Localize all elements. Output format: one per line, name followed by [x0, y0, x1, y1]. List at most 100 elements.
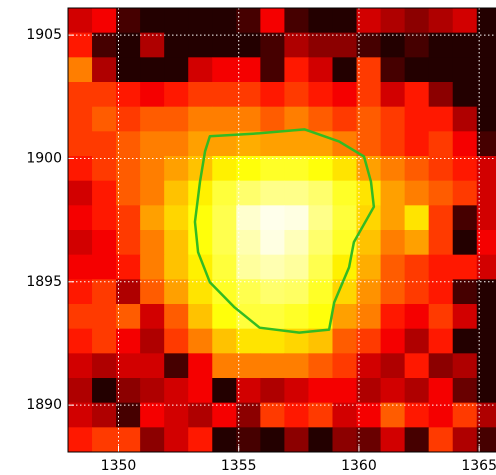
heat-cell: [116, 57, 141, 83]
heat-cell: [332, 328, 358, 354]
heat-cell: [476, 304, 496, 330]
heat-cell: [140, 378, 165, 404]
x-tick-label: 1365: [461, 458, 496, 474]
heat-cell: [380, 427, 406, 452]
heat-cell: [260, 57, 285, 83]
heat-cell: [116, 82, 141, 108]
heat-cell: [356, 378, 382, 404]
heat-cell: [380, 82, 406, 108]
heat-cell: [164, 82, 189, 108]
heat-cell: [236, 57, 261, 83]
heat-cell: [140, 82, 165, 108]
heat-cell: [476, 279, 496, 305]
heat-cell: [308, 427, 333, 452]
heat-cell: [236, 230, 261, 256]
heat-cell: [140, 304, 165, 330]
heat-cell: [356, 106, 382, 132]
heat-cell: [92, 57, 117, 83]
heat-cell: [188, 304, 213, 330]
heat-cell: [476, 353, 496, 379]
heat-cell: [428, 131, 454, 157]
heat-cell: [164, 131, 189, 157]
heat-cell: [260, 180, 285, 206]
heat-cell: [452, 57, 478, 83]
y-tick-label: 1900: [26, 150, 62, 166]
heat-cell: [284, 378, 309, 404]
heat-cell: [116, 254, 141, 280]
heat-cell: [260, 32, 285, 58]
heat-cell: [308, 205, 333, 231]
heat-cell: [236, 402, 261, 428]
heat-cell: [260, 230, 285, 256]
heat-cell: [116, 230, 141, 256]
heat-cell: [452, 254, 478, 280]
heat-cell: [188, 32, 213, 58]
heat-cell: [284, 57, 309, 83]
heat-cell: [92, 254, 117, 280]
heat-cell: [68, 205, 93, 231]
heat-cell: [404, 304, 430, 330]
heat-cell: [380, 328, 406, 354]
heat-cell: [164, 378, 189, 404]
heat-cell: [380, 205, 406, 231]
heat-cell: [116, 304, 141, 330]
heat-cell: [452, 402, 478, 428]
heat-cell: [476, 378, 496, 404]
heat-cell: [284, 205, 309, 231]
heat-cell: [68, 106, 93, 132]
heat-cell: [476, 131, 496, 157]
contour: [193, 128, 376, 334]
heat-cell: [140, 353, 165, 379]
heat-cell: [68, 353, 93, 379]
heat-cell: [476, 254, 496, 280]
heat-cell: [188, 57, 213, 83]
heat-cell: [140, 131, 165, 157]
heat-cell: [140, 205, 165, 231]
heat-cell: [188, 353, 213, 379]
heat-cell: [116, 378, 141, 404]
heat-cell: [404, 328, 430, 354]
heat-cell: [428, 427, 454, 452]
heat-cell: [212, 279, 237, 305]
y-tick-label: 1895: [26, 274, 62, 290]
heat-cell: [188, 106, 213, 132]
heat-cell: [452, 427, 478, 452]
heat-cell: [68, 180, 93, 206]
heat-cell: [428, 82, 454, 108]
heat-cell: [380, 254, 406, 280]
heat-cell: [92, 131, 117, 157]
heat-cell: [140, 402, 165, 428]
heat-cell: [260, 106, 285, 132]
heat-cell: [92, 156, 117, 182]
heat-cell: [68, 8, 93, 34]
heat-cell: [164, 230, 189, 256]
heat-cell: [236, 32, 261, 58]
heat-cell: [356, 328, 382, 354]
heat-cell: [68, 57, 93, 83]
heat-cell: [428, 156, 454, 182]
heat-cell: [260, 254, 285, 280]
heat-cell: [188, 131, 213, 157]
heat-cell: [284, 254, 309, 280]
heat-cell: [188, 205, 213, 231]
heat-cell: [236, 328, 261, 354]
heat-cell: [404, 156, 430, 182]
heat-cell: [68, 156, 93, 182]
heat-cell: [308, 180, 333, 206]
heat-cell: [428, 106, 454, 132]
heat-cell: [380, 32, 406, 58]
plot-frame: [67, 7, 496, 453]
heat-cell: [92, 8, 117, 34]
heat-cell: [332, 32, 358, 58]
heat-cell: [284, 427, 309, 452]
heat-cell: [116, 180, 141, 206]
heat-cell: [308, 328, 333, 354]
heat-cell: [68, 230, 93, 256]
heat-cell: [356, 230, 382, 256]
heat-cell: [452, 353, 478, 379]
heat-cell: [236, 378, 261, 404]
heat-cell: [164, 353, 189, 379]
heat-cell: [356, 427, 382, 452]
heat-cell: [332, 156, 358, 182]
heat-cell: [140, 156, 165, 182]
